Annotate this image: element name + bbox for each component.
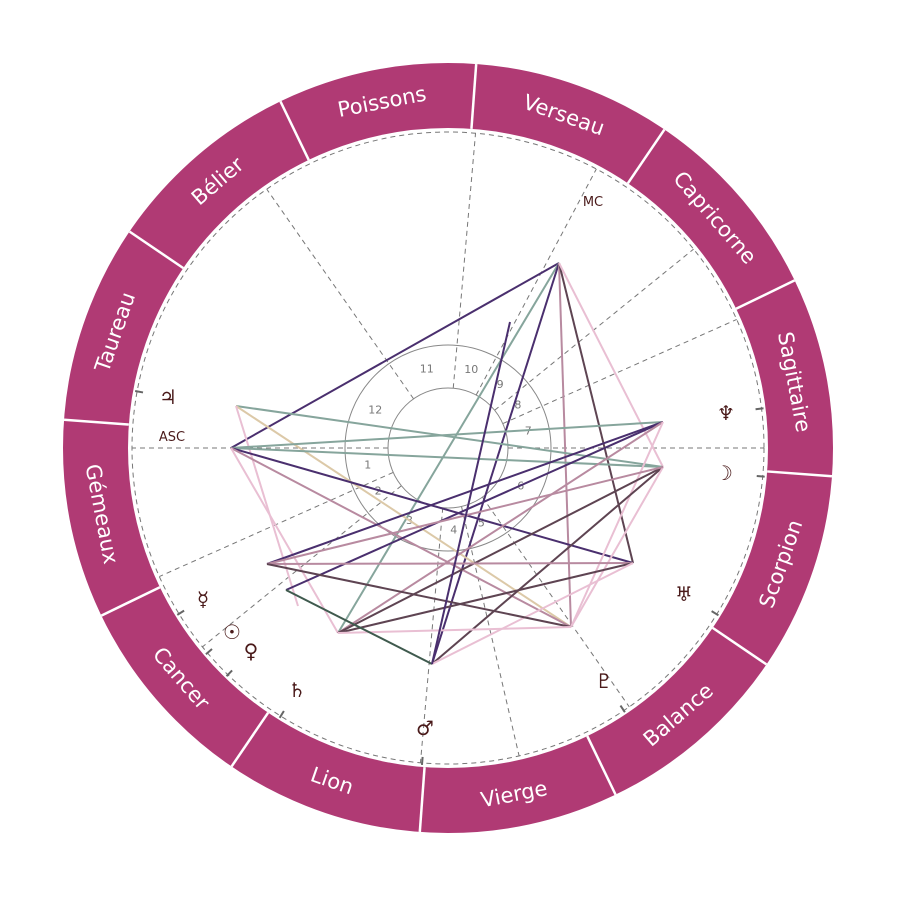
planet-tick [711,610,719,617]
vénus-icon: ♀ [244,639,259,663]
aspect-line [558,262,664,468]
aspect-line [235,405,664,468]
aspect-line [431,562,634,665]
house-circle-inner [387,387,509,509]
sign-divider [128,230,185,270]
aspect-line [230,447,664,468]
aspect-line [266,421,664,565]
planet-glyphs: ♃ ♆ ☽ ♅ ♇ ♂ ♄ ♀☉ ☿ [134,385,765,766]
mercure-icon: ☿ [197,587,209,611]
axis-label-mc: MC [583,195,603,210]
aspect-line [570,421,664,628]
aspect-line [235,405,299,607]
pluton-icon: ♇ [595,669,613,693]
house-cusp [419,507,444,763]
planet-tick [176,609,185,616]
sign-divider [230,711,270,768]
house-cusp [266,188,414,400]
sign-divider [470,63,478,129]
aspect-line [235,405,572,628]
mars-icon: ♂ [416,716,434,740]
sign-divider [735,279,796,310]
sign-divider [626,128,666,185]
aspect-line [230,262,560,449]
aspect-line [266,562,634,565]
house-cusp [202,485,402,648]
aspect-line [337,262,560,634]
aspect-line [266,563,572,628]
axis-label-asc: ASC [159,430,185,445]
house-number: 1 [364,459,371,472]
sign-divider [586,735,617,796]
aspect-line [337,466,664,634]
house-number: 5 [478,516,485,529]
aspect-line [230,447,572,628]
house-cusp [502,319,737,425]
sign-divider [100,586,161,617]
ring-band [63,63,833,833]
house-cusp [452,133,477,389]
lune-icon: ☽ [715,461,733,485]
house-number: 4 [450,523,457,536]
soleil-icon: ☉ [223,620,241,644]
planet-tick [134,390,144,394]
house-number: 12 [368,404,382,417]
neptune-icon: ♆ [717,401,735,425]
aspect-lines [230,262,664,665]
planet-tick [225,669,233,677]
aspect-line [337,626,572,634]
planet-tick [205,648,213,655]
sign-divider [279,100,310,161]
jupiter-icon: ♃ [159,385,177,409]
aspect-line [558,262,572,628]
aspect-line [285,589,433,665]
aspect-line [558,262,634,564]
planet-tick [420,756,424,766]
aspect-line [431,466,664,665]
aspect-line [570,466,664,628]
house-cusp [461,506,520,757]
house-number: 10 [464,363,478,376]
planet-tick [755,407,764,411]
aspect-line [230,447,339,634]
sign-divider [767,470,833,478]
planet-tick [278,710,285,719]
sign-divider [711,626,768,666]
house-number: 11 [420,362,434,375]
aspect-line [337,421,664,634]
uranus-icon: ♅ [675,582,693,606]
planet-tick [756,474,765,478]
house-number: 9 [497,378,504,391]
house-number: 8 [514,399,521,412]
saturne-icon: ♄ [288,678,306,702]
aspect-line [431,262,560,665]
house-circle-outer [344,344,552,552]
aspect-line [431,321,511,665]
house-cusp [475,168,597,396]
aspect-line [285,421,664,591]
aspect-line [337,562,634,634]
sign-divider [418,767,426,833]
chart-axes: ASC MC [159,195,603,445]
planet-tick [619,705,626,713]
sign-divider [63,418,129,426]
aspect-line [230,421,664,449]
